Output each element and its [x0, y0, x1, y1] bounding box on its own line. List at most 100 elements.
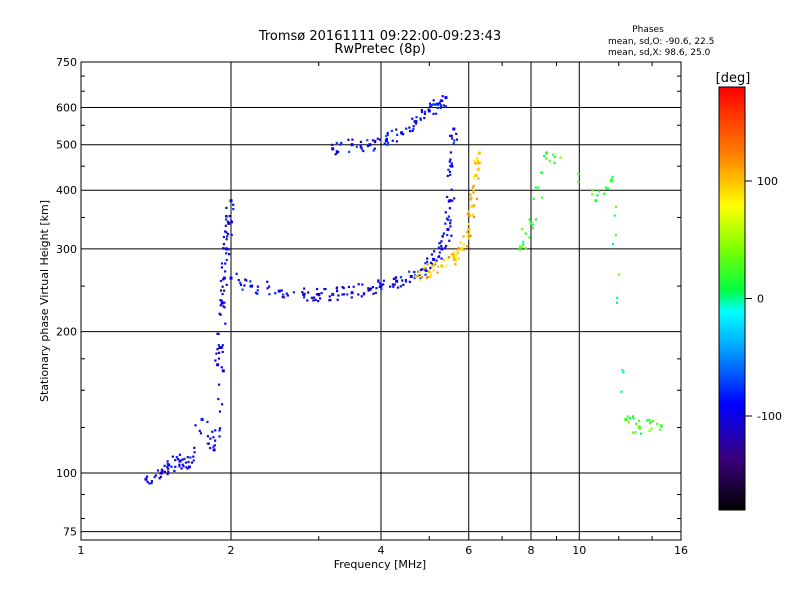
- data-point: [211, 430, 214, 433]
- data-point: [368, 143, 372, 147]
- data-point: [217, 351, 221, 354]
- data-point: [312, 299, 315, 302]
- data-point: [216, 348, 219, 351]
- data-point: [221, 285, 224, 288]
- data-point: [408, 130, 412, 133]
- data-point: [158, 477, 161, 480]
- data-point: [200, 418, 204, 421]
- colorbar-tick-label: 0: [757, 293, 764, 306]
- data-point: [447, 200, 450, 203]
- data-point: [634, 431, 637, 434]
- data-point: [423, 110, 427, 113]
- data-point: [433, 264, 436, 267]
- data-point: [336, 298, 339, 301]
- data-point: [350, 291, 354, 295]
- data-point: [337, 294, 340, 297]
- data-point: [632, 415, 635, 418]
- data-point: [400, 131, 404, 135]
- data-point: [228, 214, 231, 218]
- data-point: [415, 116, 418, 119]
- data-point: [472, 189, 475, 192]
- data-point: [277, 289, 281, 293]
- data-point: [424, 269, 427, 272]
- data-point: [350, 143, 354, 147]
- data-point: [577, 172, 580, 175]
- x-tick-label: 4: [378, 544, 385, 557]
- data-point: [227, 221, 231, 225]
- data-point: [529, 221, 533, 225]
- data-point: [374, 291, 377, 294]
- data-point: [198, 429, 201, 432]
- data-point: [606, 187, 609, 190]
- data-point: [450, 253, 453, 256]
- data-point: [429, 261, 433, 264]
- data-point: [597, 190, 600, 193]
- data-point: [402, 283, 405, 286]
- stats-line-x: mean, sd,X: 98.6, 25.0: [608, 48, 711, 58]
- data-point: [472, 216, 476, 219]
- data-point: [331, 143, 334, 146]
- data-point: [471, 186, 474, 189]
- data-point: [256, 292, 259, 295]
- data-point: [386, 143, 389, 146]
- data-point: [193, 446, 196, 449]
- data-point: [440, 240, 443, 243]
- data-point: [450, 164, 454, 168]
- data-point: [314, 298, 317, 301]
- data-point: [156, 469, 160, 472]
- data-point: [256, 285, 259, 288]
- grid-lines: [81, 61, 681, 540]
- data-point: [545, 157, 548, 160]
- data-point: [615, 205, 618, 209]
- data-point: [359, 144, 362, 147]
- data-point: [166, 460, 169, 463]
- data-point: [446, 218, 450, 221]
- data-point: [475, 197, 479, 200]
- data-point: [433, 250, 436, 253]
- data-point: [225, 238, 228, 241]
- data-point: [613, 214, 616, 217]
- data-point: [396, 133, 399, 136]
- data-point: [477, 167, 480, 170]
- data-point: [437, 246, 440, 249]
- data-point: [335, 286, 339, 289]
- data-point: [474, 173, 478, 177]
- data-point: [477, 151, 481, 155]
- data-point: [414, 275, 418, 279]
- data-point: [471, 213, 475, 217]
- data-point: [323, 287, 326, 291]
- x-tick-label: 1: [78, 544, 85, 557]
- data-point: [419, 277, 422, 280]
- data-point: [170, 465, 173, 468]
- data-point: [413, 120, 416, 123]
- data-point: [439, 99, 442, 102]
- data-point: [244, 278, 247, 281]
- data-point: [614, 234, 618, 237]
- data-point: [163, 464, 166, 467]
- data-point: [477, 177, 480, 180]
- data-point: [457, 247, 460, 250]
- data-point: [219, 304, 222, 307]
- stats-heading: Phases: [632, 25, 664, 35]
- data-point: [227, 248, 230, 251]
- data-point: [222, 276, 226, 280]
- data-point: [469, 198, 472, 201]
- data-point: [519, 245, 522, 248]
- data-point: [611, 175, 614, 178]
- data-point: [469, 193, 472, 196]
- y-tick-label: 600: [56, 102, 77, 115]
- data-point: [216, 363, 220, 367]
- data-point: [449, 225, 452, 228]
- data-point: [256, 289, 259, 292]
- data-point: [212, 448, 216, 452]
- data-point: [213, 444, 216, 447]
- data-point: [306, 299, 309, 302]
- data-point: [362, 292, 366, 295]
- y-tick-label: 300: [56, 243, 77, 256]
- data-point: [328, 299, 331, 302]
- data-point: [373, 147, 376, 150]
- data-point: [171, 455, 174, 458]
- data-point: [441, 99, 444, 102]
- data-point: [444, 247, 447, 250]
